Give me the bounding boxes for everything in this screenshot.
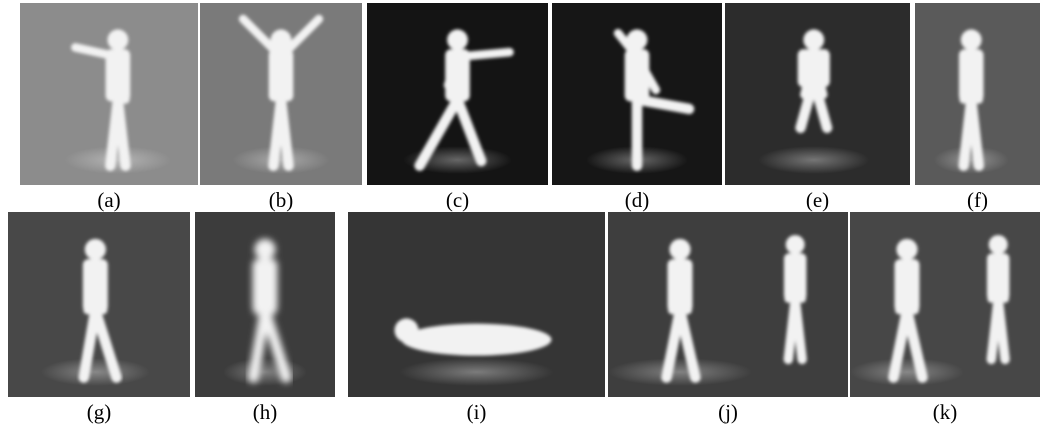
floor-glow [65,146,172,174]
silhouette [961,29,982,50]
silhouette [786,235,805,254]
panel-label: (h) [253,400,278,424]
floor-glow [223,358,307,386]
panel-label: (i) [467,400,487,424]
silhouette [402,324,552,356]
panel [200,3,362,185]
panel [725,3,910,185]
panel [367,3,548,185]
floor-glow [232,146,329,174]
panel-label: (c) [446,188,469,212]
silhouette [458,52,510,57]
silhouette [395,318,419,342]
floor-glow [399,358,553,386]
panel-label: (d) [625,188,650,212]
panel-label: (a) [97,188,120,212]
panel [8,212,190,397]
panel [20,3,198,185]
silhouette [107,29,128,50]
silhouette [803,29,824,50]
panel [915,3,1040,185]
silhouette [447,29,468,50]
silhouette [85,239,106,260]
panel-label: (k) [933,400,958,424]
floor-glow [850,358,964,386]
silhouette [896,239,917,260]
panel [850,212,1040,397]
panel [195,212,335,397]
panel-label: (j) [718,400,738,424]
figure: (a) (b) (c) (d) (e) (f) (g) (h) (i) (j) (k) [0,0,1045,430]
floor-glow [41,358,150,386]
panel [348,212,605,397]
silhouette [989,235,1008,254]
panel [608,212,848,397]
panel-label: (f) [967,188,988,212]
silhouette [669,239,690,260]
panel-label: (b) [269,188,294,212]
silhouette [254,239,275,260]
floor-glow [608,358,752,386]
panel-label: (g) [87,400,112,424]
panel-label: (e) [806,188,829,212]
panel [552,3,722,185]
floor-glow [758,146,869,174]
person [959,29,984,165]
floor-glow [934,146,1009,174]
